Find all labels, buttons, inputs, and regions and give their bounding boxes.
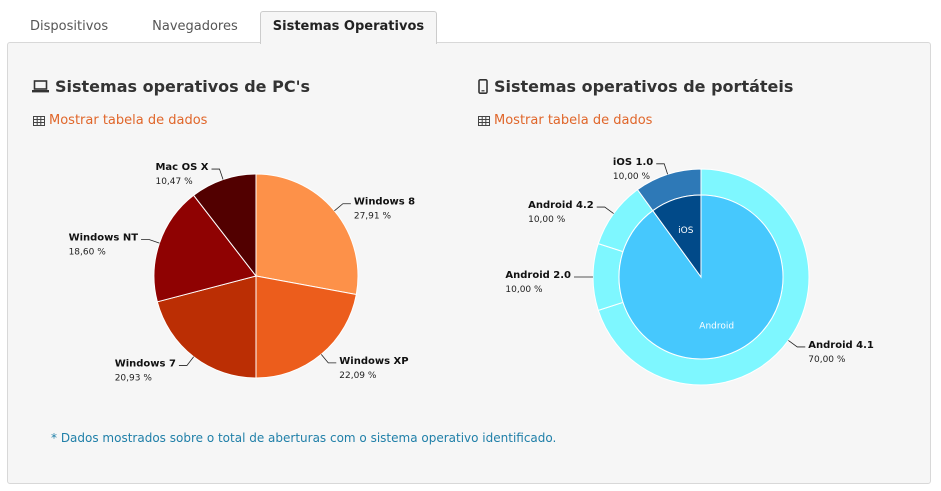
tab-bar: Dispositivos Navegadores Sistemas Operat… — [8, 11, 438, 44]
mobile-section-title: Sistemas operativos de portáteis — [478, 77, 793, 96]
pc-title-text: Sistemas operativos de PC's — [55, 77, 310, 96]
mobile-outer-value-android-2-0: 10,00 % — [505, 285, 543, 295]
mobile-outer-value-android-4-1: 70,00 % — [808, 355, 846, 365]
pc-pie-slice-windows-nt[interactable] — [153, 194, 257, 303]
pc-pie-connector-windows-8 — [334, 203, 351, 212]
laptop-icon — [32, 80, 49, 93]
mobile-outer-label-ios-1-0: iOS 1.0 — [613, 157, 653, 168]
tab-dispositivos[interactable]: Dispositivos — [30, 19, 109, 34]
table-icon — [478, 115, 490, 126]
pc-show-table-label[interactable]: Mostrar tabela de dados — [49, 113, 208, 128]
pc-pie-label-mac-os-x: Mac OS X — [155, 162, 208, 173]
pc-show-table-link[interactable]: Mostrar tabela de dados — [33, 113, 207, 128]
mobile-inner-label-ios: iOS — [678, 226, 694, 236]
pc-pie-label-windows-xp: Windows XP — [339, 356, 408, 367]
tab-navegadores[interactable]: Navegadores — [152, 19, 238, 34]
pc-pie-connector-windows-7 — [178, 356, 194, 366]
pc-pie-value-windows-xp: 22,09 % — [339, 371, 377, 381]
mobile-outer-connector-android-4-1 — [788, 340, 806, 348]
mobile-title-text: Sistemas operativos de portáteis — [494, 77, 794, 96]
mobile-outer-value-ios-1-0: 10,00 % — [613, 172, 651, 182]
footnote: * Dados mostrados sobre o total de abert… — [51, 431, 557, 445]
pc-pie-connector-windows-xp — [320, 354, 337, 364]
pc-pie-slice-windows-xp[interactable] — [255, 275, 357, 379]
pc-pie-connector-mac-os-x — [211, 168, 224, 180]
mobile-show-table-link[interactable]: Mostrar tabela de dados — [478, 113, 652, 128]
mobile-inner-slice-ios[interactable] — [652, 194, 702, 279]
pc-pie-value-mac-os-x: 10,47 % — [155, 177, 193, 187]
tab-sistemas-operativos[interactable]: Sistemas Operativos — [259, 11, 438, 44]
mobile-outer-label-android-4-1: Android 4.1 — [808, 340, 874, 351]
mobile-phone-icon — [478, 79, 488, 94]
mobile-inner-label-android: Android — [699, 321, 734, 331]
mobile-outer-label-android-4-2: Android 4.2 — [528, 200, 594, 211]
pc-pie-value-windows-8: 27,91 % — [354, 212, 392, 222]
pc-pie-value-windows-7: 20,93 % — [115, 373, 153, 383]
pc-pie-value-windows-nt: 18,60 % — [69, 248, 107, 258]
pc-pie-label-windows-7: Windows 7 — [115, 358, 176, 369]
pc-pie-label-windows-nt: Windows NT — [69, 233, 139, 244]
mobile-outer-label-android-2-0: Android 2.0 — [505, 270, 571, 281]
pc-pie-slice-windows-8[interactable] — [255, 173, 359, 296]
pc-pie-connector-windows-nt — [141, 239, 160, 244]
mobile-show-table-label[interactable]: Mostrar tabela de dados — [494, 113, 653, 128]
pc-pie-label-windows-8: Windows 8 — [354, 197, 415, 208]
table-icon — [33, 115, 45, 126]
mobile-outer-value-android-4-2: 10,00 % — [528, 215, 566, 225]
mobile-outer-connector-android-4-2 — [596, 206, 614, 214]
pc-section-title: Sistemas operativos de PC's — [32, 77, 310, 96]
mobile-outer-connector-ios-1-0 — [656, 163, 669, 175]
